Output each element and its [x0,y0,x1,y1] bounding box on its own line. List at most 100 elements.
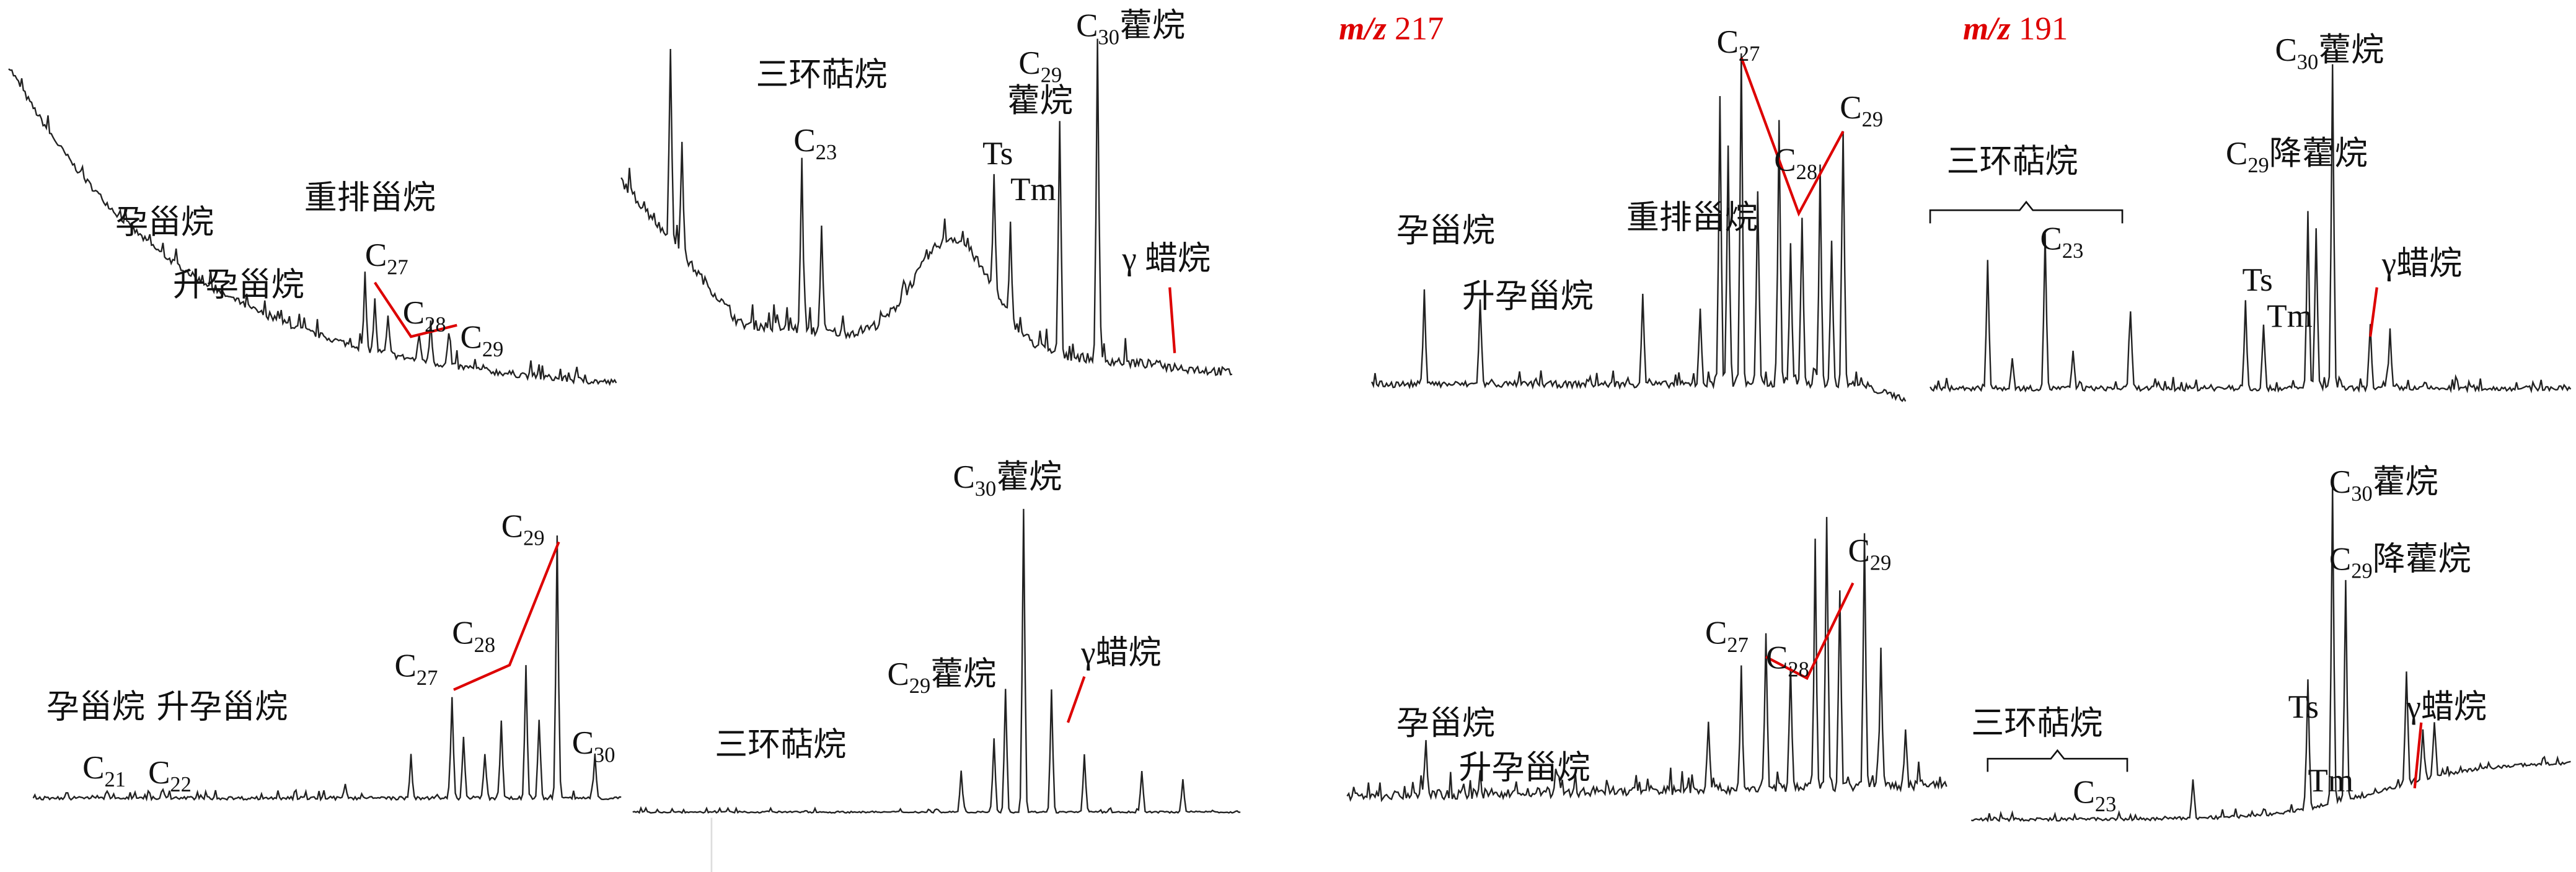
peak-label: C29 [1840,90,1883,131]
label-subscript: 28 [425,313,446,337]
label-text: C [148,755,170,791]
label-subscript: 28 [1788,658,1809,682]
label-suffix: 藿烷 [996,459,1062,495]
label-text: C [452,615,474,651]
peak-label: 孕甾烷 [1396,213,1495,249]
label-subscript: 23 [2062,239,2083,263]
label-text: 孕甾烷 [1396,705,1495,741]
label-text: Ts [2242,262,2272,298]
label-text: C [2329,464,2351,500]
label-text: C [572,725,594,761]
peak-label: C29 [1018,45,1062,87]
label-subscript: 30 [975,477,996,501]
label-text: C [1840,90,1861,126]
peak-label: 重排甾烷 [304,180,436,216]
label-text: 三环萜烷 [1971,705,2102,741]
label-text: 重排甾烷 [304,180,436,216]
chromatogram-trace [32,535,622,802]
chromatogram-trace [8,68,617,386]
peak-label: C27 [365,237,408,279]
label-text: 三环萜烷 [756,57,887,93]
label-text: C [1717,24,1739,60]
label-text: C [2275,32,2296,68]
peak-label: 孕甾烷 [1396,705,1495,741]
label-text: C [1766,640,1788,676]
label-text: C [953,459,974,495]
mz-label: m/z 217 [1339,11,1444,47]
label-text: C [1018,45,1040,81]
label-text: 三环萜烷 [715,727,846,763]
label-text: γ蜡烷 [2381,246,2462,282]
label-subscript: 27 [417,666,438,690]
peak-label: Tm [1010,172,1056,208]
chromatogram-trace [632,509,1241,814]
label-subscript: 30 [2297,50,2318,74]
chromatogram-trace [1346,517,1947,803]
label-subscript: 29 [909,674,930,698]
peak-label: 三环萜烷 [756,57,887,93]
peak-label: Ts [2288,689,2319,725]
label-text: C [2040,221,2062,257]
label-text: 升孕甾烷 [1459,750,1590,786]
peak-label: Ts [982,136,1013,172]
peak-label: 三环萜烷 [1947,144,2078,180]
peak-label: γ 蜡烷 [1121,241,1211,277]
peak-label: 升孕甾烷 [1459,750,1590,786]
label-subscript: 27 [1739,42,1760,66]
peak-label: Ts [2242,262,2272,298]
label-text: C [2073,775,2095,811]
chromatogram-trace [1971,485,2571,823]
chromatogram-trace [620,38,1233,376]
brace [1929,200,2124,224]
peak-label: C28 [1774,143,1817,184]
chromatogram-trace [1930,64,2572,394]
label-text: γ蜡烷 [1080,635,1161,671]
peak-label: C30藿烷 [2275,32,2384,74]
label-subscript: 30 [1098,26,1119,50]
label-text: 升孕甾烷 [1462,278,1594,314]
peak-label: 三环萜烷 [1971,705,2102,741]
peak-label: γ蜡烷 [2406,689,2486,725]
peak-label: γ蜡烷 [1080,635,1161,671]
label-suffix: 藿烷 [2318,32,2384,68]
mz-value: 191 [2019,11,2068,47]
brace [1987,749,2128,772]
label-text: C [2329,541,2351,577]
label-text: 孕甾烷 [1396,213,1495,249]
peak-label: C28 [403,295,446,337]
chromatogram-trace [1371,53,1907,402]
correlation-line [1765,582,1855,680]
peak-label: 升孕甾烷 [156,689,288,725]
label-subscript: 29 [2247,154,2269,177]
peak-label: Tm [2308,763,2353,799]
label-suffix: 藿烷 [930,656,996,692]
label-text: γ 蜡烷 [1121,241,1211,277]
peak-label: C30藿烷 [2329,464,2438,506]
label-text: C [887,656,909,692]
correlation-line [373,281,457,338]
label-text: C [461,320,482,356]
label-subscript: 27 [387,256,408,280]
label-subscript: 21 [104,768,125,791]
peak-label: C30 [572,725,615,767]
peak-label: C23 [793,123,837,164]
label-subscript: 29 [1870,551,1891,575]
label-text: C [403,295,425,331]
label-subscript: 28 [1796,161,1817,184]
label-subscript: 23 [816,141,837,164]
mz-italic: m/z [1963,11,2011,47]
mz-label: m/z 191 [1963,11,2068,47]
label-suffix: 藿烷 [2373,464,2438,500]
mz-italic: m/z [1339,11,1387,47]
label-text: C [395,648,417,684]
peak-label: C23 [2040,221,2084,263]
label-subscript: 29 [523,527,544,550]
peak-label: 三环萜烷 [715,727,846,763]
peak-label: C30藿烷 [953,459,1062,501]
label-text: C [2226,136,2247,172]
label-suffix: 降藿烷 [2373,541,2471,577]
peak-label: C21 [82,750,126,791]
label-text: 重排甾烷 [1626,200,1758,236]
